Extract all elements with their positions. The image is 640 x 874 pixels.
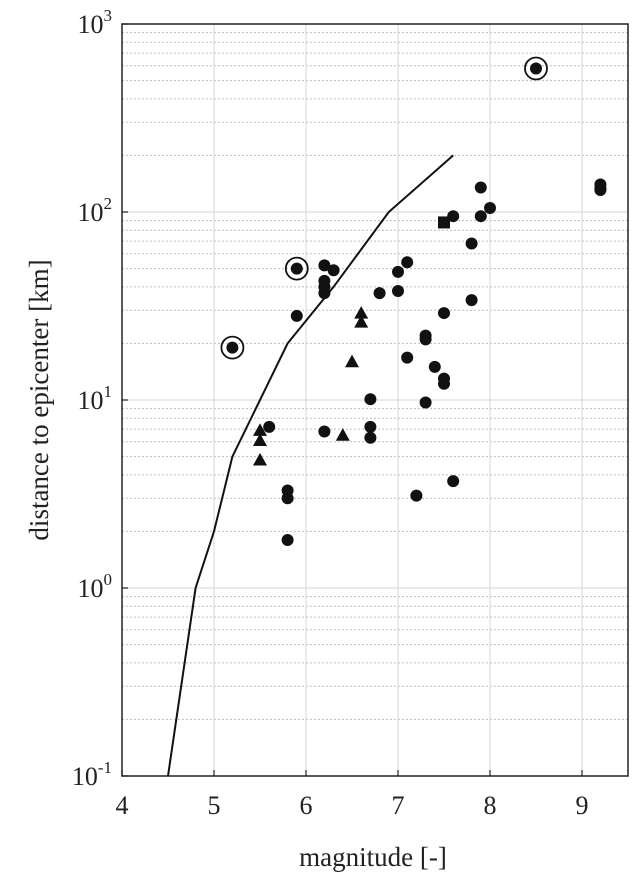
data-point-circle bbox=[318, 425, 331, 438]
data-point-circle bbox=[410, 489, 423, 502]
x-tick-label: 8 bbox=[484, 791, 497, 820]
y-tick-label: 100 bbox=[78, 570, 113, 603]
x-tick-label: 6 bbox=[300, 791, 313, 820]
data-point-circle bbox=[364, 431, 377, 444]
data-point-ring bbox=[284, 256, 309, 281]
data-point-circle bbox=[373, 287, 386, 300]
data-point-circle bbox=[364, 393, 377, 406]
data-point-circle bbox=[364, 420, 377, 433]
data-point-circle bbox=[281, 534, 294, 547]
y-tick-label: 102 bbox=[78, 194, 113, 227]
data-point-circle bbox=[281, 492, 294, 505]
data-point-circle bbox=[318, 259, 331, 272]
data-point-circle bbox=[419, 333, 432, 346]
x-tick-label: 9 bbox=[576, 791, 589, 820]
data-point-triangle bbox=[345, 354, 359, 368]
marker-layer bbox=[220, 56, 607, 547]
x-tick-label: 5 bbox=[208, 791, 221, 820]
data-point-triangle bbox=[253, 433, 267, 446]
data-point-circle bbox=[327, 264, 340, 277]
y-tick-label: 103 bbox=[78, 6, 113, 39]
data-point-circle bbox=[392, 265, 404, 278]
x-axis-label: magnitude [-] bbox=[299, 842, 447, 872]
y-axis-label: distance to epicenter [km] bbox=[24, 259, 54, 540]
data-point-circle bbox=[419, 396, 432, 409]
x-tick-label: 4 bbox=[116, 791, 129, 820]
axes: 4 5 6 7 8 9 10-1 100 101 102 103 bbox=[72, 6, 629, 820]
data-point-circle bbox=[447, 475, 460, 488]
data-point-triangle bbox=[354, 314, 369, 328]
y-tick-label: 101 bbox=[78, 382, 113, 415]
data-point-circled-dot bbox=[226, 341, 239, 354]
data-point-circle bbox=[438, 377, 450, 390]
data-point-circle bbox=[465, 294, 478, 307]
data-point-circle bbox=[474, 210, 487, 223]
data-point-square bbox=[438, 216, 450, 229]
data-point-circle bbox=[438, 307, 450, 320]
data-point-circle bbox=[401, 351, 414, 364]
y-tick-label: 10-1 bbox=[72, 758, 112, 791]
data-point-circle bbox=[401, 256, 414, 269]
threshold-curve bbox=[167, 154, 454, 777]
data-point-triangle bbox=[354, 306, 369, 319]
x-tick-label: 7 bbox=[392, 791, 405, 820]
grid bbox=[121, 23, 628, 777]
data-point-ring bbox=[524, 56, 548, 81]
data-point-circle bbox=[484, 202, 496, 215]
data-point-circle bbox=[594, 183, 607, 196]
data-point-triangle bbox=[253, 423, 267, 436]
data-point-circle bbox=[318, 287, 331, 300]
data-point-circle bbox=[263, 420, 276, 433]
data-point-circle bbox=[428, 360, 441, 373]
data-point-circle bbox=[465, 237, 478, 250]
data-point-circled-dot bbox=[290, 262, 303, 275]
data-point-circle bbox=[447, 210, 460, 223]
data-point-circled-dot bbox=[530, 62, 542, 75]
data-point-circle bbox=[392, 285, 404, 298]
data-point-triangle bbox=[335, 428, 350, 441]
data-point-triangle bbox=[253, 452, 267, 466]
data-point-circle bbox=[290, 309, 303, 322]
data-point-ring bbox=[220, 335, 245, 360]
data-point-circle bbox=[474, 181, 487, 194]
curve-layer bbox=[167, 154, 454, 777]
